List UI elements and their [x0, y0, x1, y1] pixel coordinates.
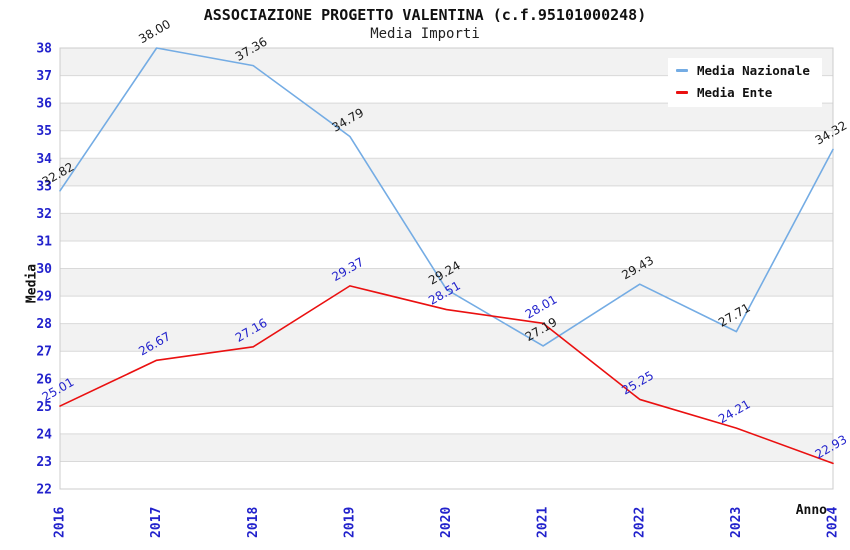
- y-tick-label: 22: [36, 483, 52, 498]
- y-tick-label: 23: [36, 455, 52, 470]
- y-tick-label: 32: [36, 207, 52, 222]
- plot-border: [59, 47, 834, 490]
- y-tick-label: 38: [36, 42, 52, 57]
- x-tick-label: 2020: [439, 507, 454, 538]
- y-tick-label: 37: [36, 69, 52, 84]
- legend-item-media-nazionale: Media Nazionale: [676, 63, 810, 78]
- chart-title: ASSOCIAZIONE PROGETTO VALENTINA (c.f.951…: [203, 6, 647, 24]
- x-tick-label: 2023: [729, 507, 744, 538]
- legend: Media Nazionale Media Ente: [668, 58, 822, 107]
- y-tick-label: 35: [36, 124, 52, 139]
- y-tick-label: 25: [36, 400, 52, 415]
- x-tick-label: 2024: [826, 507, 841, 538]
- y-tick-label: 27: [36, 345, 52, 360]
- y-tick-label: 33: [36, 179, 52, 194]
- legend-item-media-ente: Media Ente: [676, 85, 810, 100]
- data-label: 38.00: [136, 17, 173, 46]
- y-axis-title: Media: [24, 263, 40, 304]
- y-tick-label: 31: [36, 234, 52, 249]
- y-tick-label: 26: [36, 372, 52, 387]
- x-axis-title: Anno: [795, 503, 827, 518]
- series-line-media-nazionale: [59, 47, 834, 347]
- y-tick-label: 28: [36, 317, 52, 332]
- y-tick-label: 34: [36, 152, 52, 167]
- grid-band: [60, 158, 833, 186]
- data-label: 28.01: [523, 292, 560, 321]
- x-tick-label: 2019: [342, 507, 357, 538]
- legend-swatch-icon: [676, 69, 688, 72]
- x-tick-label: 2021: [536, 507, 551, 538]
- chart-subtitle: Media Importi: [370, 26, 480, 42]
- x-tick-label: 2018: [246, 507, 261, 538]
- grid-band: [60, 323, 833, 352]
- legend-item-label: Media Nazionale: [697, 63, 810, 78]
- grid-band: [60, 378, 833, 407]
- grid-band: [60, 103, 833, 131]
- x-tick-label: 2016: [53, 507, 68, 538]
- grid-band: [60, 268, 833, 297]
- x-tick-label: 2022: [632, 507, 647, 538]
- y-tick-label: 29: [36, 290, 52, 305]
- x-tick-label: 2017: [149, 507, 164, 538]
- grid-band: [60, 433, 833, 462]
- series-line-media-ente: [59, 285, 834, 465]
- y-tick-label: 36: [36, 97, 52, 112]
- y-tick-label: 24: [36, 427, 52, 442]
- legend-item-label: Media Ente: [697, 85, 773, 100]
- legend-swatch-icon: [676, 91, 688, 94]
- grid-band: [60, 213, 833, 241]
- y-tick-label: 30: [36, 262, 52, 277]
